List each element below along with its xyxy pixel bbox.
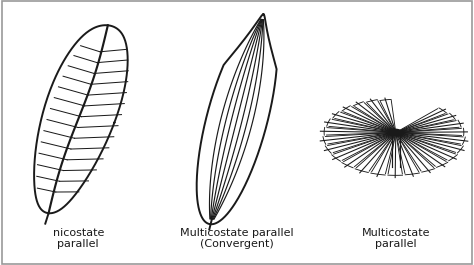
Text: Multicostate
parallel: Multicostate parallel [362, 228, 430, 249]
Text: nicostate
parallel: nicostate parallel [53, 228, 104, 249]
Circle shape [390, 129, 401, 136]
Text: Multicostate parallel
(Convergent): Multicostate parallel (Convergent) [180, 228, 294, 249]
